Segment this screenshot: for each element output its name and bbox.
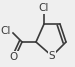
Text: S: S: [49, 51, 55, 61]
Text: Cl: Cl: [1, 26, 11, 36]
Text: Cl: Cl: [39, 3, 49, 13]
Text: O: O: [10, 52, 18, 62]
